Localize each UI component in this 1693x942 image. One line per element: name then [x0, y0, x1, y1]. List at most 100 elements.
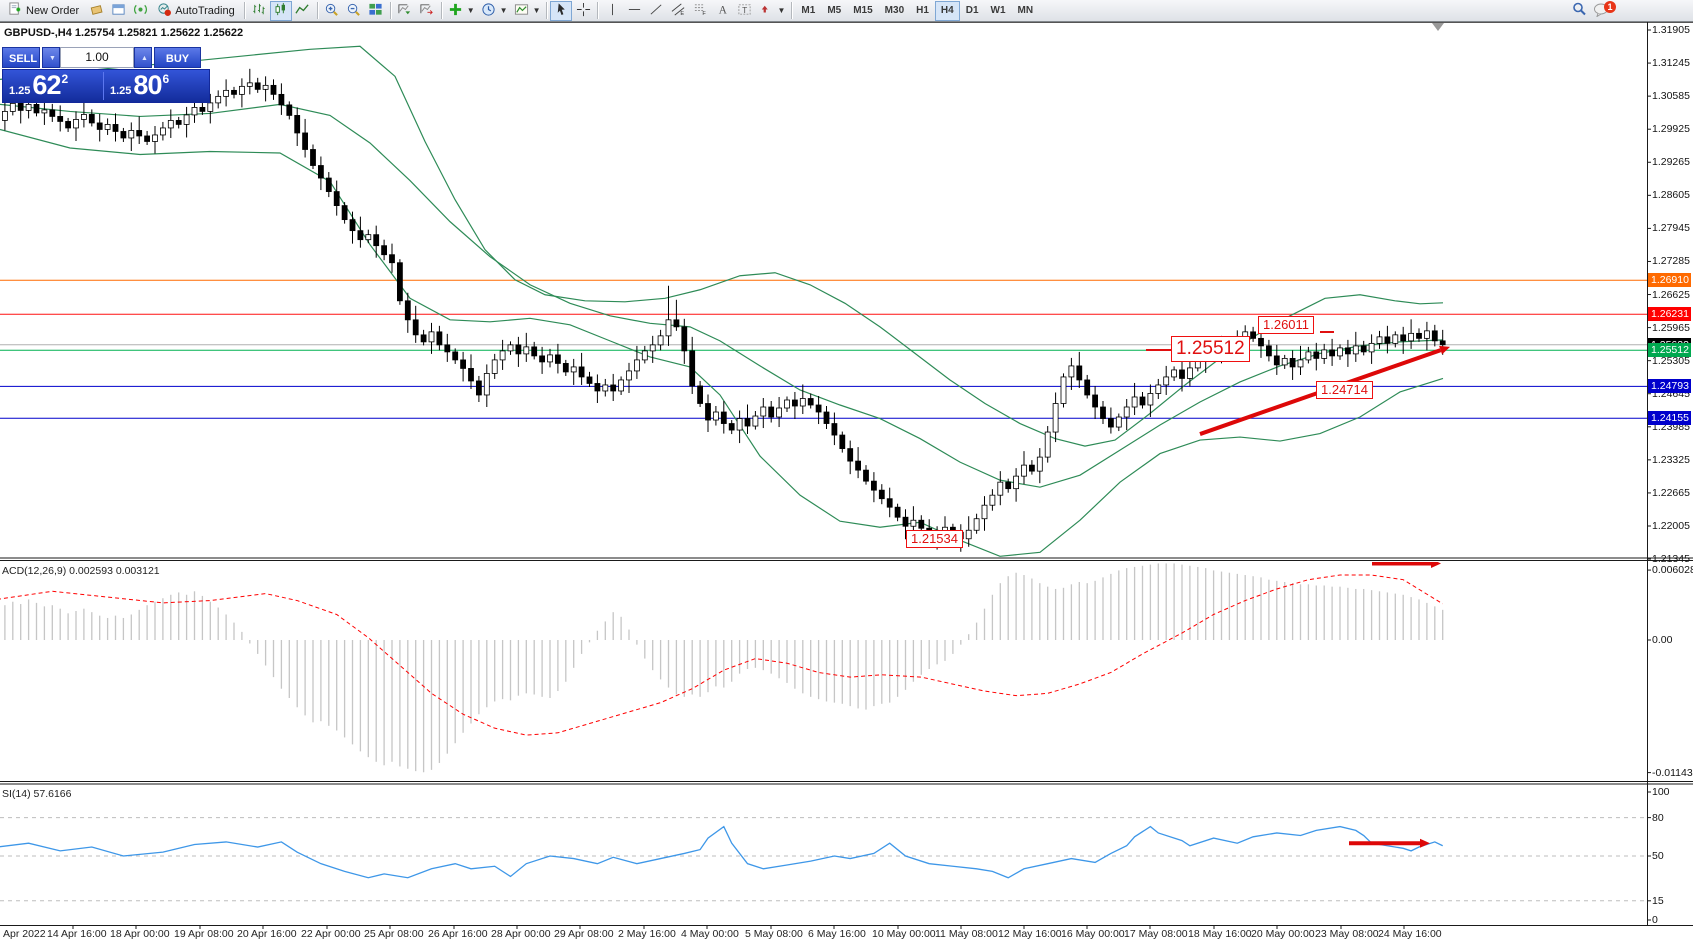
toolbar-separator: [389, 2, 391, 19]
line-chart-button[interactable]: [292, 1, 314, 21]
volume-increase-button[interactable]: ▲: [134, 47, 152, 68]
rsi-axis-label: 0: [1652, 914, 1658, 926]
price-badge: 1.25512: [1648, 343, 1691, 358]
time-tick-label: 20 Apr 16:00: [237, 928, 297, 940]
trendline-tool-button[interactable]: [645, 1, 667, 21]
data-window-button[interactable]: [107, 1, 129, 21]
bar-chart-icon: [251, 2, 266, 20]
volume-decrease-button[interactable]: ▼: [42, 47, 60, 68]
period-button[interactable]: ▼: [478, 1, 511, 21]
tile-windows-icon: [368, 2, 383, 20]
fibonacci-tool-button[interactable]: F: [689, 1, 711, 21]
candlestick-chart-icon: [273, 2, 288, 20]
rsi-axis-label: 80: [1652, 811, 1664, 824]
line-chart-icon: [295, 2, 310, 20]
time-tick-label: 23 May 08:00: [1315, 928, 1379, 940]
chart-title: GBPUSD-,H4 1.25754 1.25821 1.25622 1.256…: [4, 27, 244, 39]
metaeditor-button[interactable]: [85, 1, 107, 21]
time-tick-label: 20 May 00:00: [1251, 928, 1315, 940]
tab-d1[interactable]: D1: [960, 1, 985, 21]
zoom-out-icon: [346, 2, 361, 20]
zoom-in-button[interactable]: [321, 1, 343, 21]
price-tick-label: 1.21345: [1652, 553, 1690, 566]
zoom-out-button[interactable]: [343, 1, 365, 21]
tab-m30[interactable]: M30: [879, 1, 910, 21]
tab-m15[interactable]: M15: [847, 1, 878, 21]
candlestick-chart-button[interactable]: [269, 0, 292, 21]
annotation-low-label[interactable]: 1.21534: [906, 530, 963, 548]
template-button[interactable]: ▼: [511, 1, 544, 21]
time-tick-label: Apr 2022: [3, 928, 46, 940]
crosshair-icon: [576, 2, 591, 20]
search-button[interactable]: [1568, 1, 1590, 21]
time-tick-label: 10 May 00:00: [872, 928, 936, 940]
vertical-line-icon: [605, 2, 620, 20]
notifications-button[interactable]: 1: [1590, 0, 1616, 21]
buy-price-small: 1.25: [110, 85, 132, 97]
search-icon: [1571, 1, 1587, 20]
price-badge: 1.26231: [1648, 307, 1691, 322]
time-tick-label: 4 May 00:00: [681, 928, 739, 940]
signals-button[interactable]: [129, 1, 151, 21]
crosshair-tool-button[interactable]: [572, 1, 594, 21]
time-tick-label: 18 Apr 00:00: [110, 928, 170, 940]
buy-price[interactable]: 1.25 80 6: [104, 70, 209, 102]
horizontal-line-tool-button[interactable]: [623, 1, 645, 21]
rsi-axis-label: 15: [1652, 894, 1664, 907]
tile-windows-button[interactable]: [365, 1, 387, 21]
time-tick-label: 5 May 08:00: [745, 928, 803, 940]
channel-tool-button[interactable]: E: [667, 1, 689, 21]
sell-button[interactable]: SELL: [2, 47, 40, 68]
new-chart-button[interactable]: ▼: [445, 1, 478, 21]
svg-text:T: T: [742, 4, 747, 14]
tab-m1[interactable]: M1: [795, 1, 821, 21]
tab-mn[interactable]: MN: [1012, 1, 1040, 21]
buy-button[interactable]: BUY: [154, 47, 201, 68]
time-tick-label: 18 May 16:00: [1188, 928, 1252, 940]
text-label-tool-button[interactable]: T: [733, 1, 755, 21]
tab-m5[interactable]: M5: [821, 1, 847, 21]
sell-price[interactable]: 1.25 62 2: [3, 70, 103, 102]
annotation-support-label[interactable]: 1.25512: [1171, 336, 1250, 362]
bar-chart-button[interactable]: [248, 1, 270, 21]
auto-scroll-button[interactable]: [394, 1, 416, 21]
tab-h1[interactable]: H1: [910, 1, 935, 21]
annotation-connector: [1320, 331, 1334, 333]
arrows-tool-button[interactable]: ▼: [755, 1, 788, 21]
macd-axis-label: 0.00: [1652, 634, 1673, 646]
dropdown-caret-icon: ▼: [499, 6, 508, 15]
annotation-trendline-label[interactable]: 1.24714: [1316, 381, 1373, 399]
price-tick-label: 1.28605: [1652, 189, 1690, 202]
time-tick-label: 6 May 16:00: [808, 928, 866, 940]
price-tick-label: 1.22005: [1652, 519, 1690, 532]
time-tick-label: 22 Apr 00:00: [301, 928, 361, 940]
time-tick-label: 17 May 08:00: [1124, 928, 1188, 940]
zoom-in-icon: [324, 2, 339, 20]
cursor-tool-button[interactable]: [550, 0, 573, 21]
horizontal-line-icon: [627, 2, 642, 20]
toolbar: New Order AutoTrading: [0, 0, 1693, 22]
rsi-indicator-label: SI(14) 57.6166: [2, 788, 72, 800]
svg-text:E: E: [680, 11, 684, 17]
time-tick-label: 29 Apr 08:00: [554, 928, 614, 940]
tab-h4[interactable]: H4: [934, 0, 960, 21]
price-tick-label: 1.26625: [1652, 288, 1690, 301]
vertical-line-tool-button[interactable]: [601, 1, 623, 21]
annotation-resistance-label[interactable]: 1.26011: [1258, 316, 1315, 334]
text-tool-button[interactable]: A: [711, 1, 733, 21]
clock-icon: [481, 2, 496, 20]
autotrading-label: AutoTrading: [175, 4, 235, 17]
sell-price-sup: 2: [61, 72, 69, 86]
new-order-button[interactable]: New Order: [2, 1, 85, 21]
time-tick-label: 24 May 16:00: [1378, 928, 1442, 940]
text-icon: A: [715, 2, 730, 20]
chart-shift-button[interactable]: [416, 1, 438, 21]
volume-input[interactable]: [60, 47, 134, 68]
autotrading-button[interactable]: AutoTrading: [151, 1, 241, 21]
price-divider: [103, 72, 104, 100]
arrows-icon: [758, 2, 773, 20]
tab-w1[interactable]: W1: [985, 1, 1012, 21]
time-tick-label: 25 Apr 08:00: [364, 928, 424, 940]
macd-indicator-label: ACD(12,26,9) 0.002593 0.003121: [2, 565, 160, 577]
